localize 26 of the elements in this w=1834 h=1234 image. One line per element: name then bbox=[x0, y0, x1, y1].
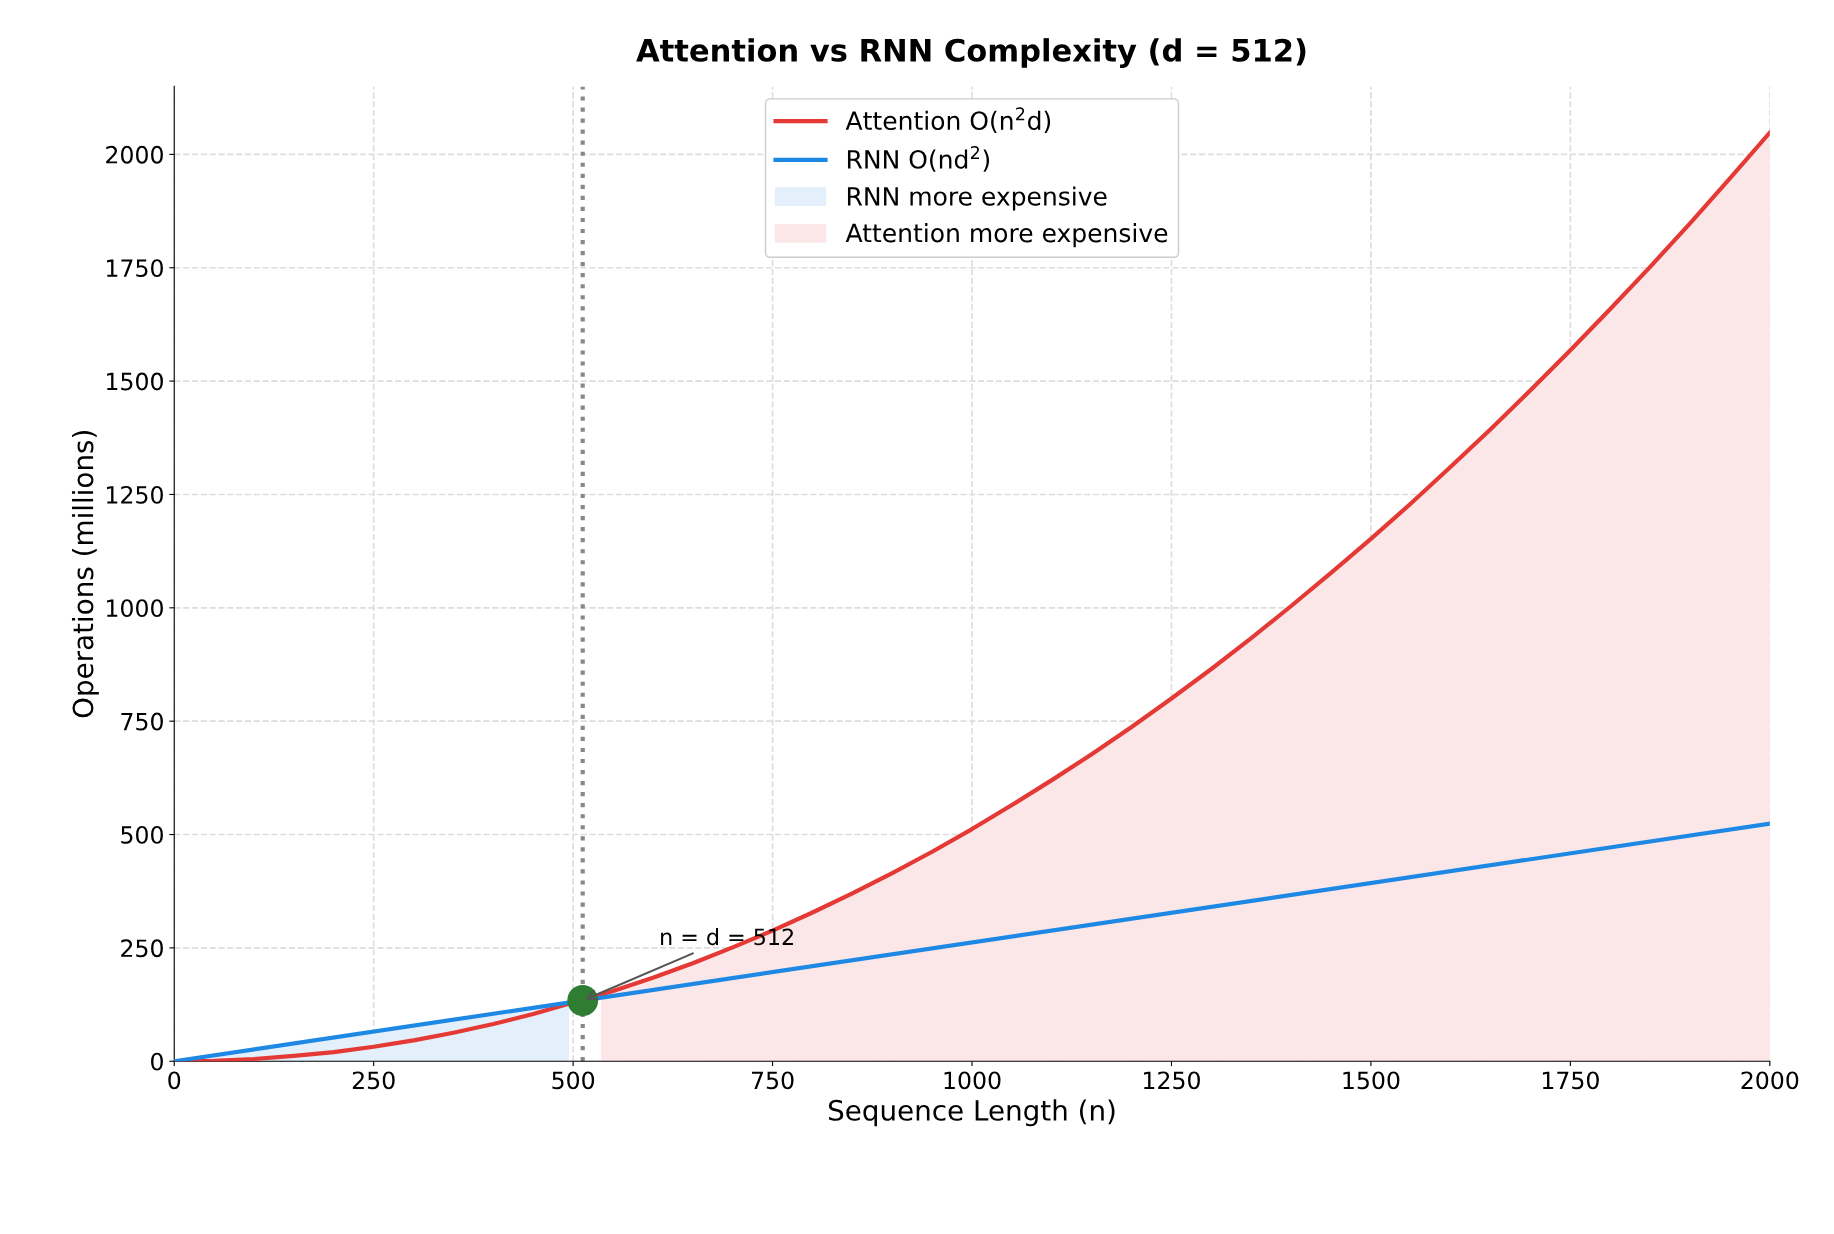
legend-label: Attention more expensive bbox=[845, 223, 1168, 248]
x-tick-label: 2000 bbox=[1741, 1071, 1799, 1090]
x-tick-label: 750 bbox=[751, 1071, 794, 1090]
y-tick-label: 1750 bbox=[107, 259, 163, 278]
x-tick-label: 250 bbox=[352, 1071, 395, 1090]
y-tick-label: 500 bbox=[121, 825, 163, 844]
chart-title: Attention vs RNN Complexity (d = 512) bbox=[636, 38, 1306, 68]
x-axis-title: Sequence Length (n) bbox=[828, 1099, 1115, 1127]
y-tick-label: 0 bbox=[151, 1052, 163, 1071]
y-tick-label: 1500 bbox=[107, 372, 163, 391]
x-tick-label: 1250 bbox=[1144, 1071, 1200, 1090]
annotation: n = d = 512 bbox=[661, 928, 793, 946]
x-tick-label: 1500 bbox=[1343, 1071, 1400, 1090]
legend-label: RNN more expensive bbox=[847, 186, 1107, 211]
y-axis-title: Operations (millions) bbox=[71, 431, 99, 718]
x-tick-label: 0 bbox=[168, 1071, 181, 1090]
y-tick-label: 1250 bbox=[107, 485, 163, 504]
legend-label: RNN O(nd$^{2}$) bbox=[847, 145, 990, 172]
x-tick-label: 500 bbox=[552, 1071, 595, 1090]
y-tick-label: 2000 bbox=[106, 145, 163, 164]
legend-label: Attention O(n$^{2}$d) bbox=[845, 107, 1051, 134]
x-tick-label: 1750 bbox=[1542, 1071, 1599, 1090]
y-tick-label: 1000 bbox=[107, 599, 163, 618]
y-tick-label: 250 bbox=[121, 939, 163, 958]
y-tick-label: 750 bbox=[121, 712, 163, 731]
x-tick-label: 1000 bbox=[944, 1071, 1001, 1090]
